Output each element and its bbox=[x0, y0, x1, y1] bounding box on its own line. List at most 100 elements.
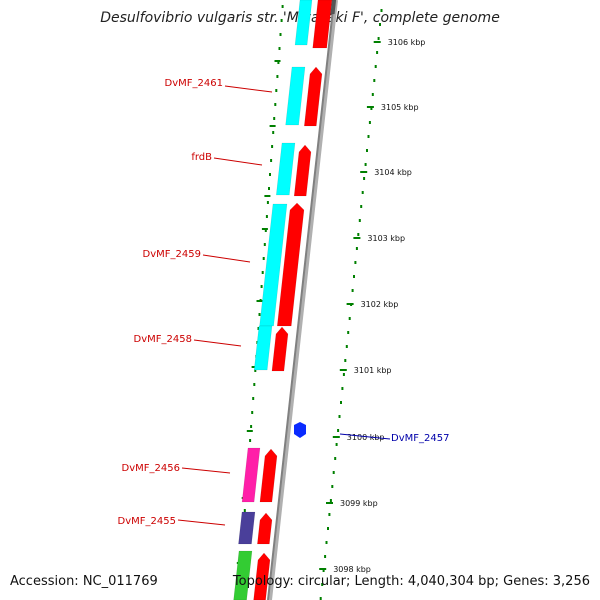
inner-tick-dot bbox=[271, 145, 274, 148]
outer-tick-dot bbox=[361, 191, 364, 194]
cds-red-DvMF_2458[interactable] bbox=[271, 326, 289, 372]
inner-tick-dot bbox=[279, 33, 282, 36]
inner-tick-dot bbox=[274, 103, 277, 106]
outer-tick-dot bbox=[338, 415, 341, 418]
outer-tick-dot bbox=[354, 261, 357, 264]
inner-tick-dot bbox=[258, 313, 261, 316]
gene-label-layer: DvMF_2461 frdB DvMF_2459 DvMF_2458 DvMF_… bbox=[118, 78, 450, 527]
cds-red-bottom[interactable] bbox=[253, 552, 271, 600]
cds-cyan-top[interactable] bbox=[294, 0, 313, 46]
outer-tick-dot bbox=[335, 443, 338, 446]
cds-red-top[interactable] bbox=[312, 0, 333, 49]
kbp-tick-mark bbox=[360, 171, 368, 173]
outer-tick-dot bbox=[371, 93, 374, 96]
outer-tick-dot bbox=[341, 387, 344, 390]
inner-tick-dash bbox=[264, 195, 271, 197]
inner-tick-dot bbox=[266, 201, 269, 204]
outer-tick-dot bbox=[319, 597, 322, 600]
cds-frdB[interactable] bbox=[276, 142, 296, 196]
leader-DvMF_2458 bbox=[193, 339, 242, 347]
outer-tick-dot bbox=[366, 149, 368, 152]
kbp-tick-mark bbox=[353, 237, 361, 239]
inner-tick-dot bbox=[280, 19, 283, 22]
inner-tick-dot bbox=[252, 397, 255, 400]
inner-tick-dot bbox=[262, 257, 265, 260]
inner-tick-dot bbox=[272, 131, 275, 134]
gene-label-DvMF_2461[interactable]: DvMF_2461 bbox=[165, 78, 223, 89]
kbp-tick-label: 3106 kbp bbox=[388, 38, 426, 47]
cds-red-DvMF_2459[interactable] bbox=[276, 202, 305, 327]
cds-DvMF_2457[interactable] bbox=[294, 422, 306, 438]
outer-tick-dot bbox=[348, 317, 351, 320]
outer-tick-dot bbox=[329, 499, 332, 502]
cds-red-frdB[interactable] bbox=[293, 144, 312, 197]
outer-tick-dot bbox=[324, 555, 327, 558]
kbp-tick-label: 3105 kbp bbox=[381, 103, 419, 112]
inner-tick-dot bbox=[260, 285, 263, 288]
kbp-tick-mark bbox=[339, 369, 347, 371]
cds-red-DvMF_2455[interactable] bbox=[257, 512, 273, 545]
outer-tick-dot bbox=[355, 247, 358, 250]
inner-tick-dot bbox=[276, 75, 279, 78]
inner-tick-dot bbox=[249, 439, 252, 442]
outer-tick-dot bbox=[331, 485, 334, 488]
outer-tick-track: 3106 kbp 3105 kbp 3104 kbp 3103 kbp 3102 kbp… bbox=[319, 9, 425, 600]
cds-DvMF_2461[interactable] bbox=[285, 66, 306, 126]
inner-tick-dot bbox=[269, 173, 271, 176]
outer-tick-dot bbox=[322, 569, 325, 572]
cds-DvMF_2455[interactable] bbox=[238, 511, 256, 545]
kbp-tick-label: 3098 kbp bbox=[333, 565, 371, 574]
outer-tick-dot bbox=[368, 121, 371, 124]
gene-features bbox=[233, 0, 337, 600]
outer-tick-dot bbox=[325, 541, 328, 544]
outer-tick-dot bbox=[367, 135, 370, 138]
cds-red-DvMF_2456[interactable] bbox=[259, 448, 278, 503]
gene-label-DvMF_2458[interactable]: DvMF_2458 bbox=[134, 334, 192, 345]
kbp-tick-mark bbox=[366, 106, 374, 108]
genome-backbone bbox=[267, 0, 338, 600]
kbp-tick-mark bbox=[332, 436, 340, 438]
inner-tick-dot bbox=[251, 411, 254, 414]
cds-red-DvMF_2461[interactable] bbox=[304, 66, 323, 127]
outer-tick-dot bbox=[357, 233, 360, 236]
kbp-tick-mark bbox=[326, 502, 333, 504]
cds-DvMF_2458[interactable] bbox=[253, 325, 273, 371]
gene-label-frdB[interactable]: frdB bbox=[191, 152, 212, 163]
outer-tick-dot bbox=[360, 205, 363, 208]
outer-tick-dot bbox=[345, 345, 348, 348]
outer-tick-dot bbox=[380, 9, 383, 12]
kbp-tick-label: 3102 kbp bbox=[361, 300, 399, 309]
inner-tick-dot bbox=[277, 61, 280, 64]
gene-label-DvMF_2459[interactable]: DvMF_2459 bbox=[143, 249, 201, 260]
outer-tick-dot bbox=[374, 65, 377, 68]
kbp-tick-label: 3103 kbp bbox=[367, 234, 405, 243]
outer-tick-dot bbox=[337, 429, 340, 432]
gene-label-DvMF_2455[interactable]: DvMF_2455 bbox=[118, 516, 176, 527]
outer-tick-dot bbox=[328, 513, 331, 516]
inner-tick-dot bbox=[257, 327, 260, 330]
inner-tick-dot bbox=[268, 187, 270, 190]
cds-DvMF_2456[interactable] bbox=[241, 447, 261, 503]
outer-tick-dot bbox=[351, 289, 354, 292]
outer-tick-dot bbox=[376, 51, 379, 54]
outer-tick-dot bbox=[364, 163, 367, 166]
kbp-tick-mark bbox=[319, 568, 327, 570]
outer-tick-dot bbox=[342, 373, 345, 376]
outer-tick-dot bbox=[327, 527, 329, 530]
gene-label-DvMF_2457[interactable]: DvMF_2457 bbox=[391, 433, 449, 444]
inner-tick-dash bbox=[256, 300, 263, 302]
cds-DvMF_2459[interactable] bbox=[259, 203, 288, 327]
inner-tick-dash bbox=[274, 60, 281, 62]
inner-tick-dash bbox=[269, 125, 276, 127]
cds-green-bottom[interactable] bbox=[233, 550, 253, 600]
outer-tick-dot bbox=[358, 219, 361, 222]
inner-tick-dot bbox=[273, 117, 276, 120]
inner-tick-dot bbox=[253, 383, 256, 386]
kbp-tick-label: 3100 kbp bbox=[347, 433, 385, 442]
gene-label-DvMF_2456[interactable]: DvMF_2456 bbox=[122, 463, 180, 474]
outer-tick-dot bbox=[334, 457, 337, 460]
cds-grey-top[interactable] bbox=[330, 0, 337, 15]
inner-tick-dot bbox=[270, 159, 273, 162]
kbp-tick-label: 3101 kbp bbox=[354, 366, 392, 375]
